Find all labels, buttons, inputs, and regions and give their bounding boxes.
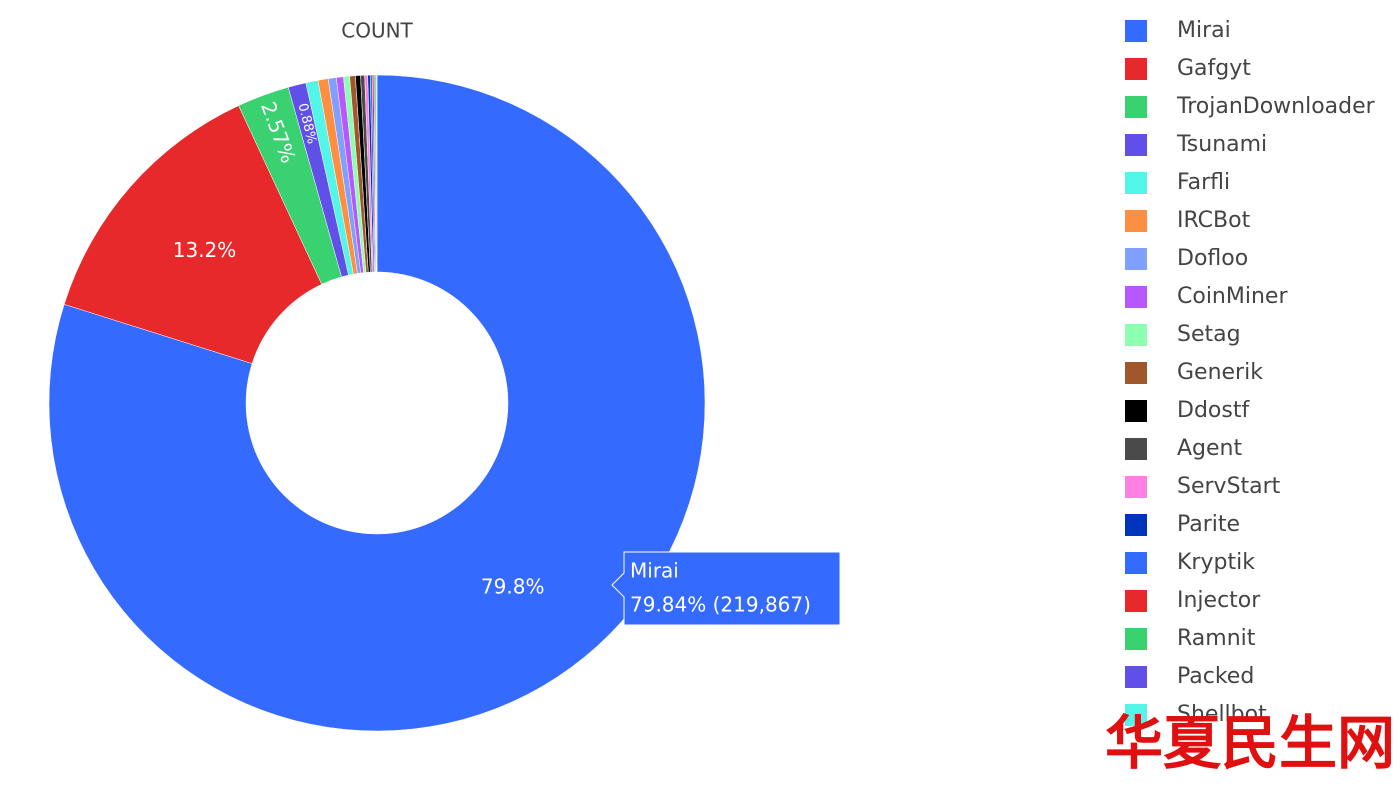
legend-swatch <box>1125 704 1147 726</box>
legend-label: Generik <box>1177 360 1263 385</box>
legend-swatch <box>1125 210 1147 232</box>
legend-swatch <box>1125 134 1147 156</box>
tooltip-box <box>611 551 841 626</box>
legend-label: Ramnit <box>1177 626 1256 651</box>
legend-label: Dofloo <box>1177 246 1248 271</box>
tooltip-title: Mirai <box>630 559 679 583</box>
legend-swatch <box>1125 590 1147 612</box>
legend-swatch <box>1125 324 1147 346</box>
legend-label: Packed <box>1177 664 1254 689</box>
legend-swatch <box>1125 20 1147 42</box>
legend-label: TrojanDownloader <box>1176 94 1376 119</box>
legend-swatch <box>1125 248 1147 270</box>
legend-label: Ddostf <box>1177 398 1250 423</box>
legend-label: Agent <box>1177 436 1242 461</box>
slice-label: 13.2% <box>173 238 237 262</box>
pie-slice <box>63 105 323 364</box>
legend-swatch <box>1125 286 1147 308</box>
watermark: 华夏民生网 <box>1105 709 1395 777</box>
legend[interactable]: Mirai Gafgyt TrojanDownloader Tsunami Farfli… <box>1125 18 1376 727</box>
legend-label: Parite <box>1177 512 1240 537</box>
legend-swatch <box>1125 400 1147 422</box>
legend-label: Kryptik <box>1177 550 1255 575</box>
legend-label: ServStart <box>1177 474 1281 499</box>
legend-label: CoinMiner <box>1177 284 1288 309</box>
pie-slice <box>375 74 378 273</box>
legend-label: Tsunami <box>1176 132 1267 157</box>
legend-swatch <box>1125 58 1147 80</box>
tooltip-text: 79.84% (219,867) <box>630 593 811 617</box>
slices <box>48 74 706 732</box>
legend-swatch <box>1125 172 1147 194</box>
legend-label: Mirai <box>1177 18 1231 43</box>
legend-label: IRCBot <box>1177 208 1251 233</box>
legend-swatch <box>1125 96 1147 118</box>
legend-swatch <box>1125 476 1147 498</box>
legend-label: Injector <box>1177 588 1261 613</box>
legend-swatch <box>1125 552 1147 574</box>
legend-label: Farfli <box>1177 170 1230 195</box>
legend-label: Gafgyt <box>1177 56 1251 81</box>
legend-swatch <box>1125 438 1147 460</box>
legend-swatch <box>1125 628 1147 650</box>
slice-label: 79.8% <box>481 575 545 599</box>
legend-label: Setag <box>1177 322 1241 347</box>
legend-label: Shellbot <box>1177 702 1267 727</box>
hover-tooltip: Mirai 79.84% (219,867) <box>611 551 841 626</box>
chart-title: COUNT <box>341 19 413 43</box>
legend-swatch <box>1125 362 1147 384</box>
legend-swatch <box>1125 666 1147 688</box>
legend-swatch <box>1125 514 1147 536</box>
pie-slice <box>48 74 706 732</box>
